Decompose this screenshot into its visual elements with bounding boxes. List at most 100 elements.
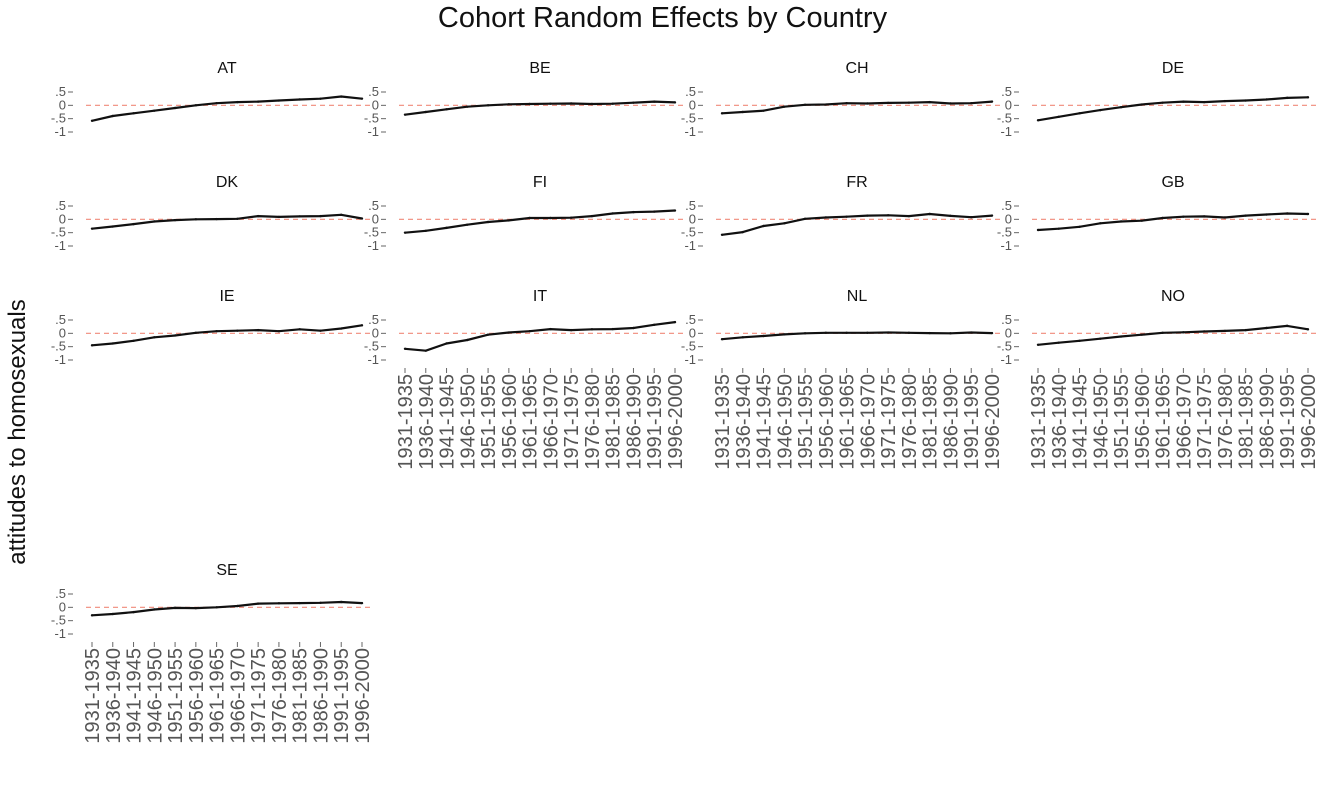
facet-panel-nl: NL .50-.5-1 1931-19351936-19401941-1945194… — [681, 288, 1004, 470]
data-point — [783, 333, 786, 336]
y-tick-label: 0 — [1005, 211, 1012, 226]
x-tick-label: 1971-1975 — [1194, 374, 1216, 470]
data-point — [173, 606, 177, 610]
series-line-gb — [1037, 212, 1309, 232]
data-point — [1306, 96, 1310, 99]
y-tick-label: .5 — [685, 312, 696, 327]
facet-panel-se: SE .50-.5-1 1931-19351936-19401941-1945194… — [51, 562, 374, 744]
y-tick-label: -.5 — [51, 339, 66, 354]
series-line-se — [91, 600, 363, 617]
x-tick-label: 1946-1950 — [144, 648, 166, 744]
x-tick-label: 1966-1970 — [540, 374, 562, 470]
x-tick-label: 1981-1985 — [920, 374, 942, 470]
x-tick-label: 1976-1980 — [1215, 374, 1237, 470]
data-point — [990, 214, 994, 217]
data-point — [132, 339, 135, 342]
y-tick-label: 0 — [689, 325, 696, 340]
data-point — [569, 102, 573, 105]
data-point — [673, 209, 677, 212]
y-tick-label: -1 — [54, 124, 66, 139]
data-point — [866, 331, 869, 334]
data-point — [907, 101, 911, 104]
y-tick-label: 0 — [59, 97, 66, 112]
data-point — [360, 324, 364, 327]
y-tick-label: .5 — [368, 84, 379, 99]
facet-title: IT — [533, 288, 547, 305]
data-point — [970, 331, 973, 334]
x-tick-label: 1931-1935 — [395, 374, 417, 470]
facet-title: NO — [1161, 288, 1185, 305]
data-point — [445, 342, 448, 345]
x-tick-label: 1956-1960 — [499, 374, 521, 470]
data-point — [1286, 96, 1289, 100]
data-point — [803, 217, 807, 220]
data-point — [1202, 330, 1206, 333]
series-line-nl — [721, 331, 993, 341]
y-tick-label: 0 — [689, 97, 696, 112]
facet-title: SE — [216, 562, 237, 579]
data-point — [236, 217, 239, 220]
y-tick-label: .5 — [55, 198, 66, 213]
data-point — [403, 231, 407, 234]
y-tick-label: -1 — [367, 352, 379, 367]
series-line-dk — [91, 213, 363, 230]
data-point — [360, 97, 364, 100]
y-tick-label: -.5 — [364, 339, 379, 354]
data-point — [486, 333, 490, 336]
data-point — [298, 601, 301, 605]
data-point — [1078, 225, 1081, 228]
data-point — [1140, 103, 1144, 106]
data-point — [1223, 329, 1227, 333]
data-point — [1099, 222, 1102, 225]
data-point — [277, 602, 281, 605]
data-point — [970, 216, 973, 219]
data-point — [528, 216, 531, 220]
y-tick-label: .5 — [685, 198, 696, 213]
x-tick-label: 1981-1985 — [603, 374, 625, 470]
facet-panel-dk: DK .50-.5-1 — [51, 174, 374, 253]
data-point — [445, 226, 448, 230]
data-point — [741, 336, 744, 339]
data-point — [173, 218, 177, 222]
x-tick-label: 1976-1980 — [899, 374, 921, 470]
y-tick-label: 0 — [372, 325, 379, 340]
data-point — [194, 218, 198, 221]
data-point — [528, 330, 531, 333]
data-point — [466, 105, 469, 108]
data-point — [256, 214, 260, 218]
data-point — [507, 219, 511, 222]
data-point — [1036, 228, 1040, 232]
data-point — [762, 109, 765, 112]
data-point — [1306, 328, 1310, 331]
data-point — [1286, 324, 1289, 328]
data-point — [1099, 108, 1102, 112]
y-tick-label: .5 — [1001, 312, 1012, 327]
x-tick-label: 1951-1955 — [795, 374, 817, 470]
data-point — [720, 233, 724, 236]
y-tick-label: -1 — [54, 626, 66, 641]
data-point — [949, 332, 952, 335]
data-point — [528, 102, 531, 106]
facet-title: DE — [1162, 60, 1184, 77]
x-tick-label: 1956-1960 — [1132, 374, 1154, 470]
data-point — [845, 102, 848, 105]
x-tick-label: 1996-2000 — [665, 374, 687, 470]
data-point — [319, 214, 322, 218]
data-point — [277, 215, 281, 219]
y-tick-label: .5 — [685, 84, 696, 99]
data-point — [277, 99, 281, 102]
data-point — [653, 210, 656, 213]
data-point — [1119, 335, 1123, 338]
y-tick-label: -1 — [684, 124, 696, 139]
x-tick-label: 1951-1955 — [478, 374, 500, 470]
data-point — [90, 614, 94, 617]
data-point — [1161, 101, 1164, 104]
y-tick-label: -.5 — [364, 225, 379, 240]
series-line-fi — [404, 209, 676, 234]
data-point — [1244, 99, 1247, 102]
data-point — [741, 110, 744, 114]
facet-title: AT — [217, 60, 236, 77]
data-point — [1119, 106, 1123, 109]
data-point — [424, 349, 427, 352]
